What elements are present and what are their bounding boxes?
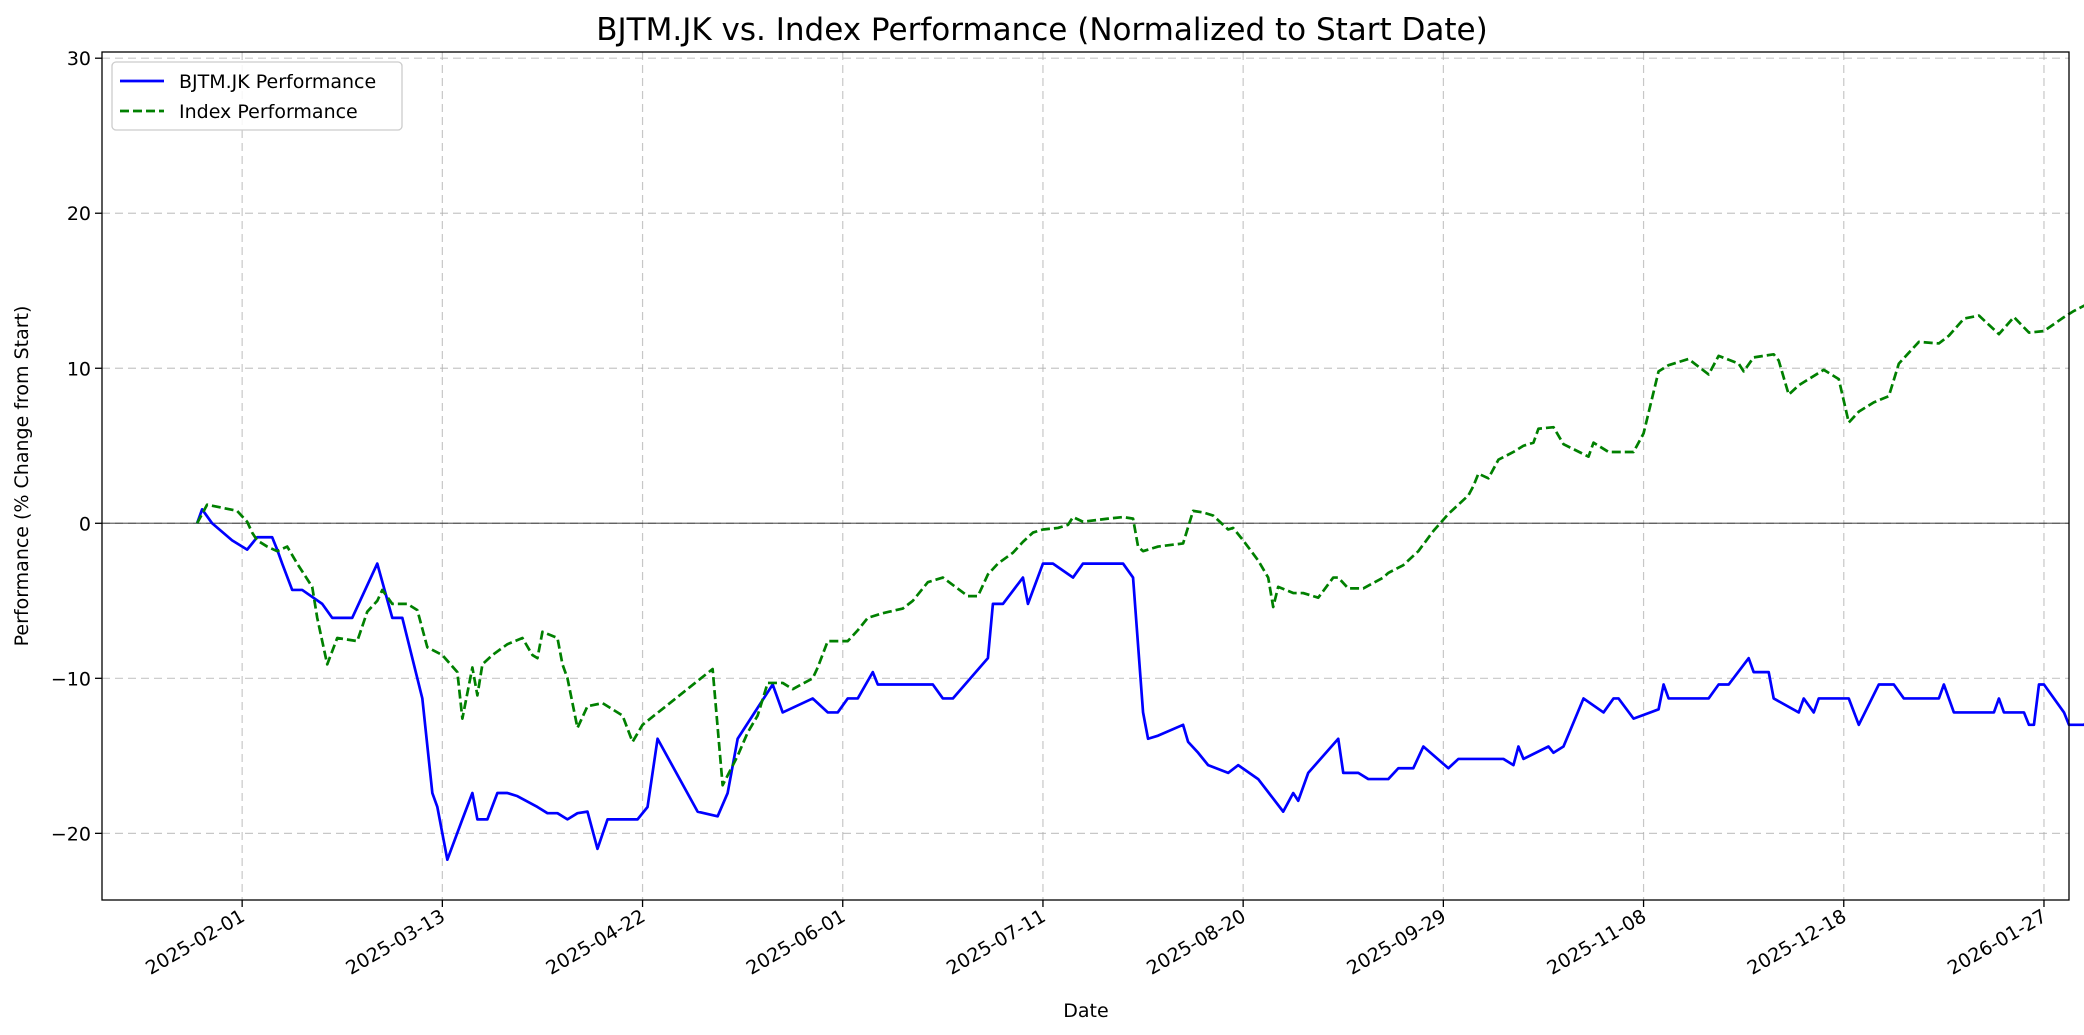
y-axis-ticks: −20 −10 0 10 20 30	[51, 48, 102, 845]
data-series	[195, 304, 2084, 862]
series-line-bjtm	[195, 507, 2084, 862]
series-line-index	[195, 304, 2084, 787]
y-tick-label: 20	[67, 203, 91, 225]
x-axis-label: Date	[1063, 1000, 1108, 1022]
x-tick-label: 2025-04-22	[542, 905, 649, 979]
y-tick-label: −20	[51, 823, 91, 845]
x-tick-label: 2025-09-29	[1343, 905, 1450, 979]
x-axis-ticks: 2025-02-01 2025-03-13 2025-04-22 2025-06-01…	[142, 900, 2050, 980]
chart-title: BJTM.JK vs. Index Performance (Normalize…	[596, 12, 1487, 48]
x-tick-label: 2025-08-20	[1143, 905, 1250, 979]
x-tick-label: 2025-12-18	[1744, 905, 1851, 979]
legend-label-index: Index Performance	[179, 101, 358, 123]
legend-label-bjtm: BJTM.JK Performance	[179, 71, 376, 93]
y-tick-label: −10	[51, 668, 91, 690]
y-tick-label: 30	[67, 48, 91, 70]
plot-frame	[101, 51, 2070, 901]
legend: BJTM.JK Performance Index Performance	[111, 61, 403, 131]
y-tick-label: 10	[67, 358, 91, 380]
x-tick-label: 2026-01-27	[1944, 905, 2051, 979]
y-axis-label: Performance (% Change from Start)	[11, 306, 33, 647]
x-tick-label: 2025-02-01	[142, 905, 249, 979]
grid	[102, 52, 2069, 900]
x-tick-label: 2025-07-11	[943, 905, 1050, 979]
x-tick-label: 2025-03-13	[342, 905, 449, 979]
y-tick-label: 0	[79, 513, 91, 535]
x-tick-label: 2025-11-08	[1543, 905, 1650, 979]
x-tick-label: 2025-06-01	[743, 905, 850, 979]
legend-box	[111, 61, 403, 131]
